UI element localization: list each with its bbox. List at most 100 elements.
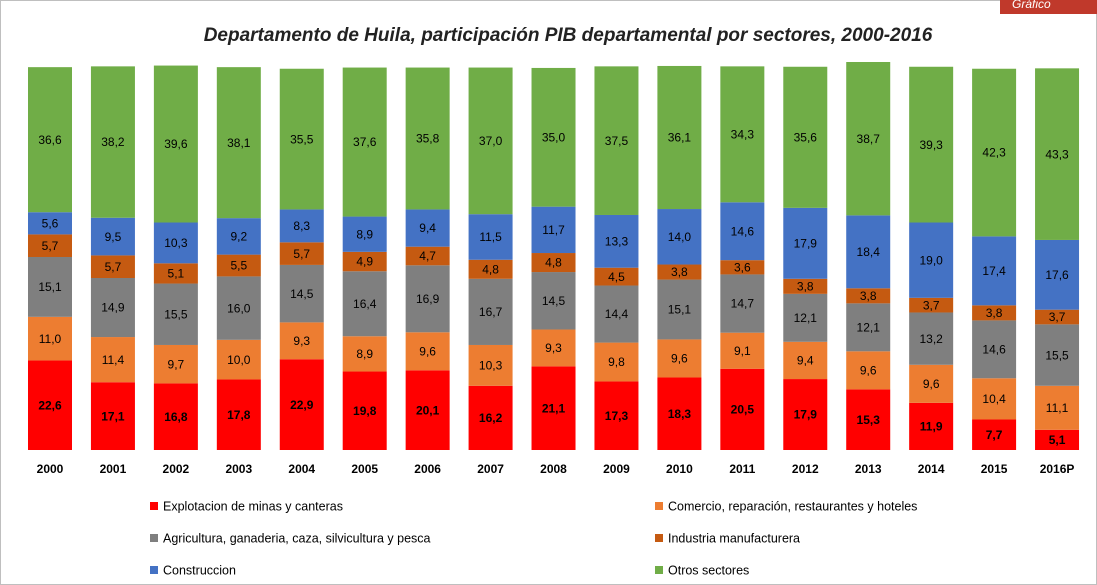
bar-segment [1035,239,1080,310]
value-label: 4,7 [419,249,436,263]
value-label: 16,9 [416,292,440,306]
x-tick-label: 2015 [981,462,1008,476]
value-label: 16,8 [164,410,188,424]
value-label: 14,7 [731,297,755,311]
bar-segment [720,332,765,369]
bar-segment [216,67,261,219]
legend-swatch [655,502,663,510]
bar-segment [468,278,513,345]
bar-segment [216,254,261,277]
bar-segment [279,209,324,243]
value-label: 9,6 [671,352,688,366]
value-label: 35,0 [542,130,566,144]
bar-segment [279,68,324,210]
bar-segment [783,293,828,342]
bar-segment [405,370,450,450]
value-label: 18,4 [857,245,881,259]
value-label: 9,3 [545,341,562,355]
bar-segment [342,67,387,217]
value-label: 11,7 [542,223,565,237]
x-tick-label: 2013 [855,462,882,476]
value-label: 5,1 [1049,433,1066,447]
value-label: 11,5 [479,230,502,244]
value-label: 9,6 [419,344,436,358]
value-label: 12,1 [857,321,881,335]
bar-segment [28,212,72,235]
value-label: 10,4 [982,392,1006,406]
value-label: 11,9 [920,420,943,434]
value-label: 20,5 [731,403,755,417]
bar-segment [153,344,198,384]
x-tick-label: 2016P [1040,462,1075,476]
bar-segment [783,66,828,208]
value-label: 14,9 [101,301,125,315]
value-label: 11,4 [102,353,125,367]
value-label: 14,6 [731,224,755,238]
value-label: 17,8 [227,408,251,422]
legend-label: Industria manufacturera [668,531,800,545]
bar-segment [657,209,702,265]
bar-segment [846,351,891,390]
bar-segment [279,359,324,450]
value-label: 9,6 [923,377,940,391]
value-label: 9,4 [419,221,436,235]
value-label: 22,9 [290,398,314,412]
bar-segment [657,65,702,210]
value-label: 17,1 [101,409,125,423]
value-label: 11,0 [39,332,62,346]
value-label: 38,1 [227,136,251,150]
value-label: 5,7 [293,247,310,261]
value-label: 10,3 [479,359,503,373]
bar-segment [279,322,324,360]
bar-segment [972,419,1017,450]
value-label: 35,5 [290,132,314,146]
value-label: 9,6 [860,364,877,378]
legend-swatch [150,502,158,510]
bar-segment [90,382,135,450]
legend-swatch [655,534,663,542]
bar-segment [594,214,639,268]
bar-segment [846,389,891,450]
bar-segment [468,344,513,386]
bar-segment [216,339,261,380]
value-label: 17,9 [794,236,818,250]
bar-segment [1035,429,1080,450]
value-label: 19,8 [353,404,377,418]
x-tick-label: 2014 [918,462,945,476]
bar-segment [972,236,1017,306]
value-label: 38,7 [857,132,881,146]
value-label: 16,4 [353,297,377,311]
value-label: 4,8 [545,256,562,270]
value-label: 20,1 [416,403,440,417]
bar-segment [846,62,891,216]
bar-segment [90,337,135,383]
bar-segment [405,209,450,247]
value-label: 13,2 [919,332,943,346]
bar-segment [720,274,765,333]
bar-segment [153,263,198,284]
value-label: 14,0 [668,230,692,244]
value-label: 35,6 [794,130,818,144]
bar-segment [28,316,72,361]
value-label: 17,3 [605,409,629,423]
corner-label: Gráfico [1012,0,1051,11]
value-label: 9,2 [230,230,247,244]
value-label: 16,2 [479,411,503,425]
value-label: 36,6 [38,133,62,147]
corner-tab [1000,0,1097,14]
bar-segment [216,218,261,255]
value-label: 36,1 [668,131,692,145]
x-tick-label: 2000 [37,462,64,476]
value-label: 39,3 [919,138,943,152]
value-label: 14,5 [542,294,566,308]
value-label: 8,3 [293,219,310,233]
bar-segment [468,259,513,279]
bar-segment [1035,385,1080,430]
value-label: 8,9 [356,347,373,361]
value-label: 19,0 [919,253,943,267]
value-label: 7,7 [986,428,1003,442]
bar-segment [972,305,1017,321]
x-tick-label: 2010 [666,462,693,476]
chart-title: Departamento de Huila, participación PIB… [204,25,933,46]
value-label: 9,1 [734,344,751,358]
